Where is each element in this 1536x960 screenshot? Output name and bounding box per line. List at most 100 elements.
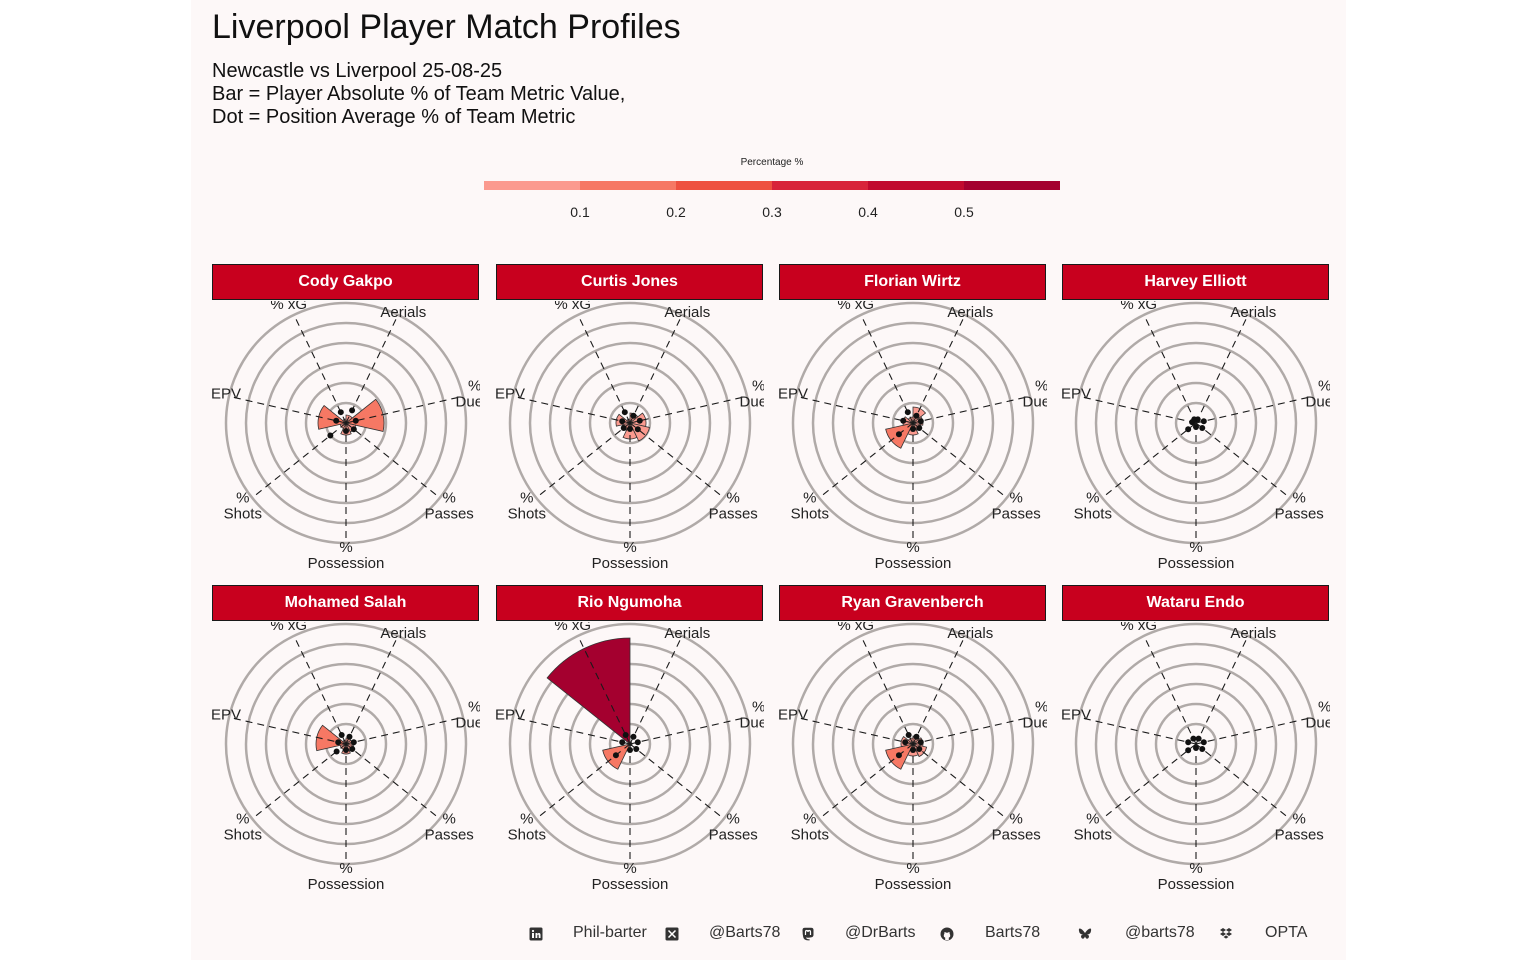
axis-label: % Possession: [1158, 860, 1235, 892]
axis-spoke: [345, 743, 441, 820]
grid-ring: [1114, 341, 1278, 505]
avg-dot: [627, 426, 633, 432]
facet-strip-title: Rio Ngumoha: [496, 585, 763, 621]
axis-spoke: [251, 743, 347, 820]
radar-plot: %Aerials %Duels %Passes %Possession %Shots % …: [212, 301, 480, 571]
subtitle-line: Bar = Player Absolute % of Team Metric V…: [212, 83, 626, 105]
radar-plot: %Aerials %Duels %Passes %Possession %Shots % …: [1062, 301, 1330, 571]
radar-svg: %Aerials %Duels %Passes %Possession %Shots % …: [1062, 301, 1330, 571]
avg-dot: [1200, 418, 1207, 425]
axis-spoke: [228, 395, 347, 424]
axis-label: % Possession: [308, 860, 385, 892]
axis-spoke: [1195, 395, 1314, 424]
axis-label: % EPV: [212, 386, 241, 403]
avg-dot: [917, 418, 924, 425]
mastodon-icon: [801, 927, 815, 941]
radar-svg: %Aerials %Duels %Passes %Possession %Shots % …: [496, 301, 764, 571]
axis-spoke: [860, 314, 914, 424]
bluesky-icon: [1078, 927, 1092, 941]
axis-label: %Duels: [456, 699, 480, 732]
axis-spoke: [577, 635, 631, 745]
radar-svg: %Aerials %Duels %Passes %Possession %Shots % …: [779, 622, 1047, 892]
bar-xg: [546, 637, 631, 745]
legend-tick-label: 0.5: [954, 204, 974, 220]
legend-color-step: [772, 181, 868, 190]
axis-label: % Shots: [224, 489, 262, 522]
axis-label: % EPV: [779, 707, 808, 724]
grid-ring: [791, 301, 1035, 545]
grid-ring: [1114, 662, 1278, 826]
avg-dot: [1185, 426, 1192, 433]
avg-dot: [349, 745, 356, 752]
facet-strip-title: Cody Gakpo: [212, 264, 479, 300]
axis-label: % Passes: [709, 810, 758, 843]
axis-label: % Shots: [508, 810, 546, 843]
avg-dot: [1185, 747, 1192, 754]
axis-spoke: [818, 422, 914, 499]
axis-label: % xG: [1120, 622, 1157, 634]
axis-spoke: [293, 314, 347, 424]
axis-spoke: [1195, 422, 1291, 499]
axis-label: %Duels: [740, 699, 764, 732]
footer-credit-label: @DrBarts: [845, 924, 916, 941]
grid-ring: [1174, 401, 1218, 445]
axis-label: %Duels: [740, 378, 764, 411]
axis-label: % Possession: [592, 539, 669, 571]
axis-spoke: [795, 716, 914, 745]
github-icon: [940, 927, 954, 941]
chart-subtitle: Newcastle vs Liverpool 25-08-25 Bar = Pl…: [212, 60, 625, 129]
axis-label: % xG: [837, 301, 874, 313]
grid-ring: [608, 401, 652, 445]
avg-dot: [337, 409, 344, 416]
avg-dot: [346, 733, 353, 740]
axis-label: % EPV: [212, 707, 241, 724]
avg-dot: [1193, 745, 1199, 751]
avg-dot: [619, 418, 626, 425]
axis-spoke: [535, 422, 631, 499]
avg-dot: [904, 409, 911, 416]
grid-ring: [548, 341, 712, 505]
axis-label: %Aerials: [947, 622, 993, 642]
radar-svg: %Aerials %Duels %Passes %Possession %Shots % …: [212, 301, 480, 571]
axis-spoke: [345, 422, 441, 499]
avg-dot: [1185, 739, 1192, 746]
axis-spoke: [1101, 743, 1197, 820]
axis-spoke: [1195, 743, 1291, 820]
legend-tick-label: 0.2: [666, 204, 686, 220]
axis-spoke: [512, 716, 631, 745]
avg-dot: [352, 417, 359, 424]
axis-label: % Passes: [1275, 489, 1324, 522]
axis-label: % Shots: [791, 810, 829, 843]
axis-spoke: [629, 422, 725, 499]
axis-spoke: [629, 716, 748, 745]
facet-strip-title: Ryan Gravenberch: [779, 585, 1046, 621]
avg-dot: [327, 432, 334, 439]
avg-dot: [333, 748, 340, 755]
axis-spoke: [512, 395, 631, 424]
axis-label: % Passes: [992, 810, 1041, 843]
legend-tick-label: 0.1: [570, 204, 590, 220]
footer-credit-label: Barts78: [985, 924, 1041, 941]
dropbox-icon: [1219, 927, 1233, 941]
avg-dot: [343, 747, 349, 753]
avg-dot: [634, 426, 641, 433]
facet-strip-title: Curtis Jones: [496, 264, 763, 300]
axis-spoke: [535, 743, 631, 820]
axis-spoke: [1078, 716, 1197, 745]
axis-spoke: [795, 395, 914, 424]
avg-dot: [916, 745, 923, 752]
axis-label: % Possession: [1158, 539, 1235, 571]
grid-ring: [508, 301, 752, 545]
radar-svg: %Aerials %Duels %Passes %Possession %Shots % …: [1062, 622, 1330, 892]
avg-dot: [630, 412, 637, 419]
avg-dot: [1190, 735, 1197, 742]
grid-ring: [1074, 622, 1318, 866]
axis-spoke: [1143, 314, 1197, 424]
axis-label: %Aerials: [1230, 301, 1276, 321]
avg-dot: [619, 739, 626, 746]
axis-spoke: [345, 716, 464, 745]
axis-label: % EPV: [779, 386, 808, 403]
axis-label: % EPV: [1062, 386, 1091, 403]
axis-label: %Duels: [1023, 378, 1047, 411]
avg-dot: [910, 747, 916, 753]
